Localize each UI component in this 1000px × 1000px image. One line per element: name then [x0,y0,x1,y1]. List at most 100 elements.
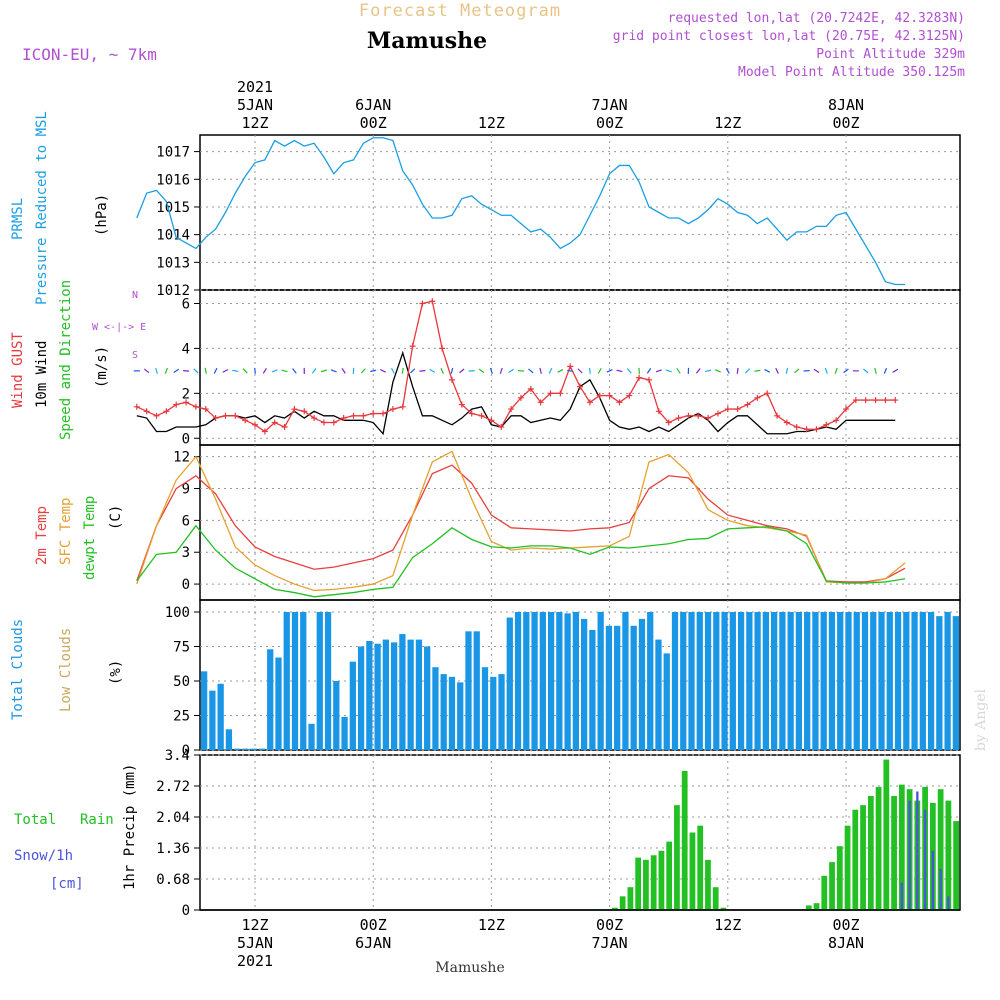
time-label-bottom: 00Z [832,916,859,934]
compass-label: W <-|-> E [92,322,146,333]
gust-marker [724,406,731,413]
y-tick-label: 1.36 [156,841,190,857]
total-cloud-bar [324,612,332,750]
gust-marker [734,406,741,413]
snow-bar [939,868,942,910]
total-cloud-bar [300,612,307,750]
total-cloud-bar [283,612,290,750]
time-label-top: 2021 [237,78,273,96]
model-altitude: Model Point Altitude 350.125m [738,65,965,80]
gust-marker [567,363,574,370]
rain-bar [689,832,696,910]
wind-arrow [254,367,256,374]
total-cloud-bar [729,612,736,750]
credit-watermark: by Angel [973,688,989,751]
gust-marker [557,390,564,397]
gust-marker [527,385,534,392]
total-cloud-bar [903,612,910,750]
wind-arrow [173,368,180,373]
time-label-bottom: 00Z [596,916,623,934]
rain-bar [805,905,812,910]
gust-marker [646,376,652,383]
t2m-label: 2m Temp [34,506,50,565]
gust-marker [685,412,692,419]
wind-labels: Wind GUST 10m Wind Speed and Direction (… [10,280,146,440]
snow-bar [900,882,903,910]
total-cloud-bar [407,639,414,750]
gust-marker [754,394,761,401]
gust-marker [350,412,357,419]
total-cloud-bar [432,667,439,750]
wind-arrow [370,369,377,373]
temp-unit-label: (C) [108,505,124,530]
time-label-bottom: 7JAN [592,934,628,952]
cloud-unit-label: (%) [108,660,124,685]
wind-arrow [597,367,602,374]
gust-marker [606,392,613,399]
snow-bar [908,800,911,910]
gust-marker [419,300,426,307]
gust-marker [468,410,475,417]
wind-arrow [440,367,444,374]
gust-marker [882,397,889,404]
total-cloud-bar [754,612,761,750]
total-cloud-bar [861,612,869,750]
time-label-bottom: 2021 [237,952,273,970]
temp-labels: 2m Temp SFC Temp dewpt Temp (C) [34,496,124,580]
wind-arrow [843,368,849,374]
wind-arrow [548,367,553,374]
wind-arrow [401,367,404,374]
total-cloud-bar [952,616,959,750]
snow-label: Snow/1h [14,848,73,864]
wind-arrow [204,367,207,374]
wind-arrow [360,368,366,374]
gust-marker [783,419,790,426]
page-title: Mamushe [367,28,487,54]
total-cloud-bar [242,748,249,750]
gust-marker [655,408,662,415]
wind-arrow [736,367,739,374]
wind-arrow [262,367,267,374]
total-cloud-bar [473,631,480,750]
y-tick-label: 1014 [156,228,190,244]
total-cloud-bar [771,612,778,750]
wind-arrow [764,368,771,373]
rain-bar [658,850,665,910]
wind-arrow [232,369,239,372]
gust-marker [774,412,781,419]
gust-marker [192,403,199,410]
rain-bar [650,855,657,910]
total-cloud-bar [357,646,365,750]
y-tick-label: 12 [173,450,190,466]
time-label-bottom: 12Z [241,916,268,934]
total-cloud-bar [605,625,613,750]
y-tick-label: 9 [182,482,190,498]
gust-marker [252,421,258,428]
t2m-line [136,464,906,583]
total-cloud-bar [820,612,827,750]
rain-bar [875,786,882,910]
total-cloud-bar [944,612,951,750]
y-tick-label: 3.4 [165,748,190,764]
gust-marker [399,403,406,410]
wind-arrow [292,368,297,374]
total-cloud-bar [804,612,811,750]
total-cloud-bar [448,676,456,750]
wind10-label: 10m Wind [34,341,50,408]
total-cloud-bar [415,639,423,750]
y-tick-label: 1016 [156,172,190,188]
wind-arrow [665,369,672,373]
total-cloud-bar [424,646,431,750]
wind-arrow [744,368,751,374]
total-cloud-bar [539,612,546,750]
total-cloud-bar [201,671,208,750]
total-cloud-bar [498,674,505,750]
total-cloud-bar [581,618,588,750]
total-cloud-bar [886,612,893,750]
wind-arrow [459,368,465,374]
time-label-top: 7JAN [592,96,628,114]
total-cloud-bar [316,612,323,750]
wind-arrow [419,369,426,372]
total-cloud-bar [779,612,786,750]
gust-marker [508,406,515,413]
